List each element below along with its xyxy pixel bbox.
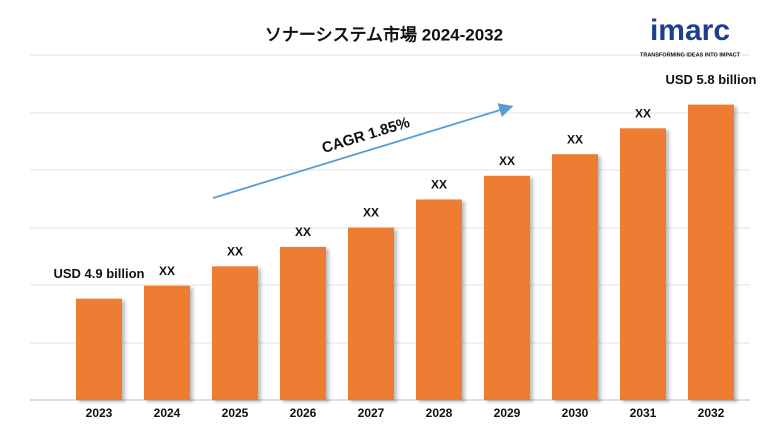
data-label: XX: [295, 225, 311, 239]
cagr-arrow: [212, 103, 514, 199]
bar: [212, 266, 258, 400]
x-tick-label: 2029: [494, 406, 521, 420]
x-tick-label: 2025: [222, 406, 249, 420]
logo-tagline: TRANSFORMING IDEAS INTO IMPACT: [640, 52, 741, 58]
bar: [76, 298, 122, 400]
data-label: XX: [567, 132, 583, 146]
x-tick-label: 2032: [698, 406, 725, 420]
bar: [620, 128, 666, 400]
data-label: XX: [635, 106, 651, 120]
data-label: XX: [499, 154, 515, 168]
data-label: XX: [363, 206, 379, 220]
x-tick-label: 2024: [154, 406, 181, 420]
x-tick-label: 2031: [630, 406, 657, 420]
x-tick-label: 2027: [358, 406, 385, 420]
data-label: XX: [159, 264, 175, 278]
data-label: USD 5.8 billion: [665, 72, 756, 87]
chart-title: ソナーシステム市場 2024-2032: [265, 24, 503, 44]
x-tick-label: 2028: [426, 406, 453, 420]
bar: [348, 227, 394, 400]
bar: [280, 246, 326, 400]
x-tick-label: 2026: [290, 406, 317, 420]
bar: [688, 104, 734, 400]
bar: [552, 154, 598, 400]
bar: [416, 199, 462, 400]
bar: [144, 285, 190, 400]
data-label: USD 4.9 billion: [53, 266, 144, 281]
logo: imarc: [650, 14, 730, 47]
data-label: XX: [227, 244, 243, 258]
bar: [484, 175, 530, 400]
data-label: XX: [431, 178, 447, 192]
x-tick-label: 2023: [86, 406, 113, 420]
x-tick-label: 2030: [562, 406, 589, 420]
